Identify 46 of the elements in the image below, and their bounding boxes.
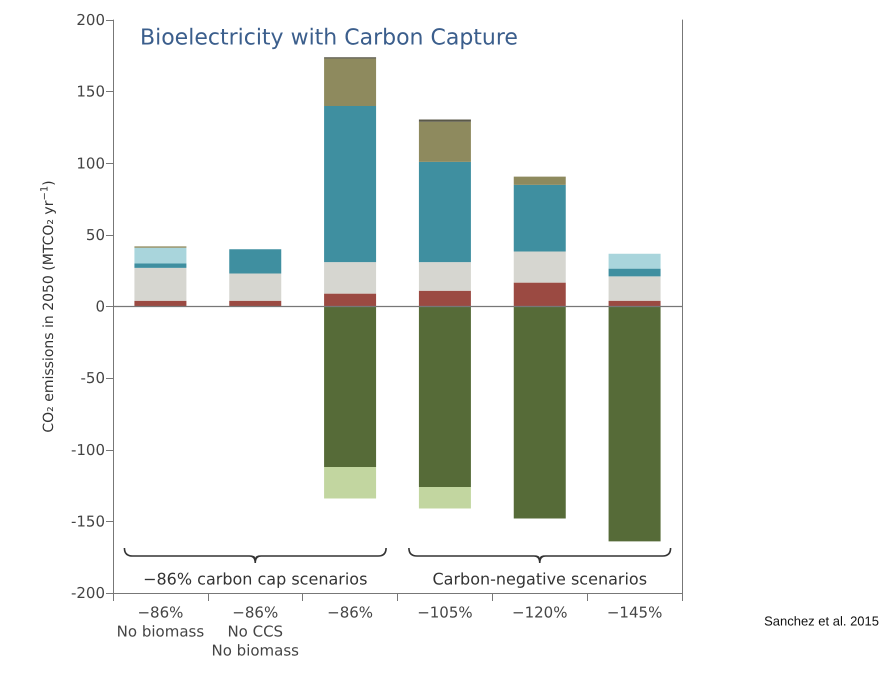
bar [324,294,376,306]
y-tick-label: 50 [86,226,105,244]
text: Sanchez et al. 2015 [764,614,879,628]
x-tick-label: −145% [606,604,662,622]
y-tick-label: -150 [70,512,105,530]
y-tick-label: 0 [95,298,105,316]
bar [418,290,471,306]
bar [418,306,471,487]
y-axis-title: CO₂ emissions in 2050 (MTCO₂ yr−1) [40,180,57,433]
bar [418,122,471,162]
bar [608,276,661,301]
x-tick-label: −86% No biomass [116,604,204,640]
bar [514,306,566,519]
y-tick-label: 200 [76,11,105,29]
bar [608,254,661,269]
bar [229,249,282,274]
x-tick-label: −86% [327,604,374,622]
bar [514,251,566,283]
x-tick-label: −86% No CCS No biomass [212,604,300,660]
x-tick-label: −120% [512,604,568,622]
y-tick-label: -200 [70,584,105,602]
bar [514,176,566,185]
bar [134,248,186,264]
bar [514,184,566,252]
bar [134,268,186,301]
y-tick-label: 150 [76,82,105,101]
bar [514,282,566,306]
x-tick-label: −105% [417,604,473,622]
annotation: −86% carbon cap scenarios [143,570,368,588]
bar [608,268,661,276]
chart-title: Bioelectricity with Carbon Capture [140,26,518,50]
bar [418,262,471,291]
y-tick-label: -50 [80,369,105,388]
bar [324,306,376,467]
y-tick-label: 100 [76,154,105,172]
bar [324,262,376,294]
bar [324,466,376,498]
y-tick-label: -100 [70,440,105,459]
bar [134,264,186,268]
bar [418,486,471,508]
bar [229,274,282,301]
bar [324,58,376,106]
annotation: Carbon-negative scenarios [432,570,648,588]
bar [418,162,471,262]
bar [324,106,376,262]
bar [608,306,661,542]
